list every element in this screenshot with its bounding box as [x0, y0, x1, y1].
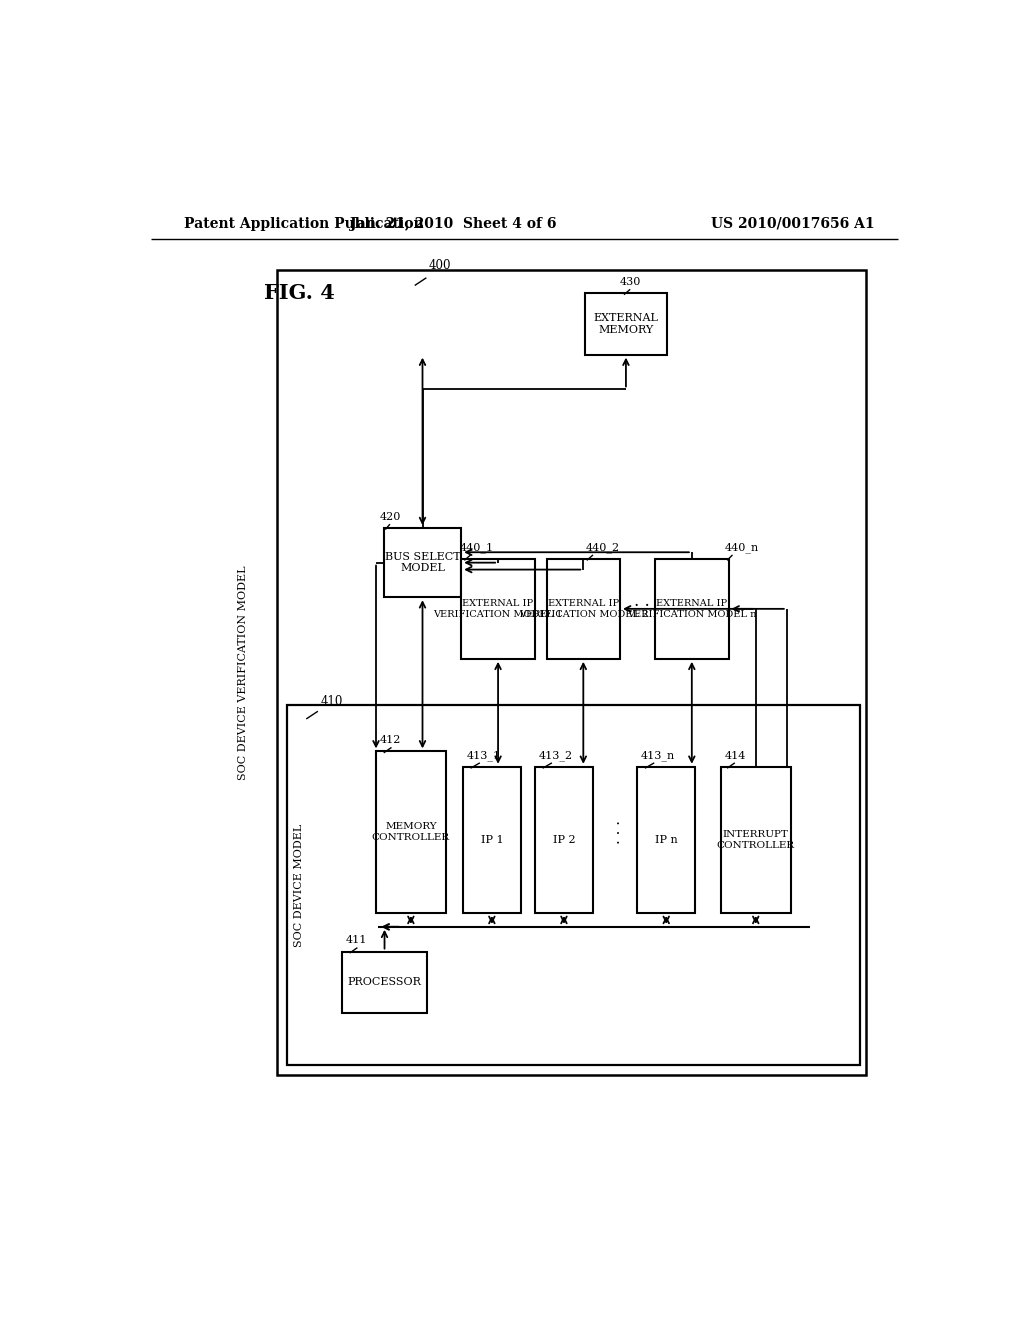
Bar	[547, 558, 621, 659]
Text: . .: . .	[634, 593, 649, 610]
Text: 411: 411	[346, 936, 368, 945]
Text: 400: 400	[429, 259, 452, 272]
Bar	[637, 767, 695, 913]
Text: 413_1: 413_1	[467, 750, 501, 760]
Text: INTERRUPT
CONTROLLER: INTERRUPT CONTROLLER	[717, 830, 795, 850]
Text: 420: 420	[380, 512, 401, 521]
Text: EXTERNAL IP
VERIFICATION MODEL 1: EXTERNAL IP VERIFICATION MODEL 1	[433, 599, 563, 619]
Text: 412: 412	[380, 735, 401, 744]
Bar	[721, 767, 791, 913]
Text: MEMORY
CONTROLLER: MEMORY CONTROLLER	[372, 822, 450, 842]
Bar	[276, 271, 866, 1074]
Text: EXTERNAL
MEMORY: EXTERNAL MEMORY	[594, 313, 658, 335]
Text: . . .: . . .	[609, 820, 624, 845]
Bar	[586, 293, 667, 355]
Text: BUS SELECT
MODEL: BUS SELECT MODEL	[385, 552, 461, 573]
Text: 413_n: 413_n	[641, 750, 675, 760]
Text: PROCESSOR: PROCESSOR	[347, 977, 422, 987]
Text: 414: 414	[725, 751, 746, 760]
Text: EXTERNAL IP
VERIFICATION MODEL n: EXTERNAL IP VERIFICATION MODEL n	[627, 599, 757, 619]
Text: 440_n: 440_n	[725, 543, 759, 553]
Text: 430: 430	[621, 277, 641, 286]
Text: US 2010/0017656 A1: US 2010/0017656 A1	[711, 216, 874, 231]
Text: IP 2: IP 2	[553, 834, 575, 845]
Text: 440_1: 440_1	[460, 543, 494, 553]
Bar	[376, 751, 445, 913]
Bar	[535, 767, 593, 913]
Bar	[287, 705, 860, 1065]
Text: Patent Application Publication: Patent Application Publication	[183, 216, 424, 231]
Text: 410: 410	[321, 696, 343, 708]
Text: IP n: IP n	[655, 834, 678, 845]
Bar	[655, 558, 729, 659]
Bar	[461, 558, 535, 659]
Text: Jan. 21, 2010  Sheet 4 of 6: Jan. 21, 2010 Sheet 4 of 6	[350, 216, 557, 231]
Bar	[342, 952, 427, 1014]
Text: 413_2: 413_2	[539, 750, 572, 760]
Bar	[384, 528, 461, 597]
Bar	[463, 767, 521, 913]
Text: 440_2: 440_2	[586, 543, 620, 553]
Text: SOC DEVICE MODEL: SOC DEVICE MODEL	[294, 824, 303, 946]
Text: SOC DEVICE VERIFICATION MODEL: SOC DEVICE VERIFICATION MODEL	[238, 565, 248, 780]
Text: IP 1: IP 1	[480, 834, 503, 845]
Text: EXTERNAL IP
VERIFICATION MODEL 2: EXTERNAL IP VERIFICATION MODEL 2	[518, 599, 648, 619]
Text: FIG. 4: FIG. 4	[263, 284, 335, 304]
